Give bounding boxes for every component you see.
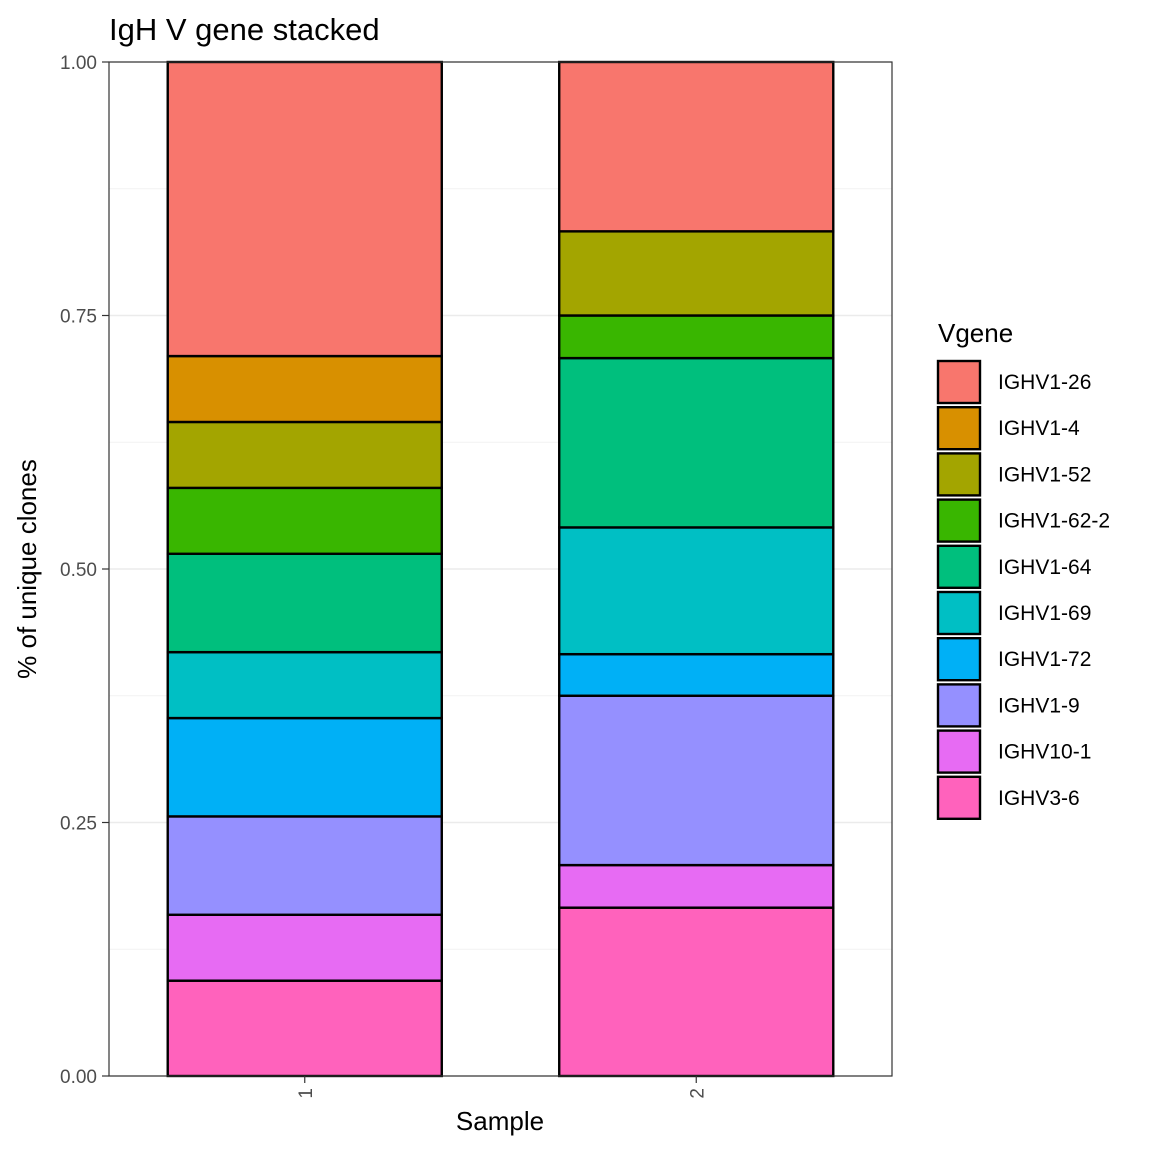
bar-segment-ighv1-62-2-sample-1	[166, 486, 443, 555]
bar-segment-ighv1-64-sample-2	[558, 356, 835, 529]
bar-segment-ighv1-9-sample-1	[166, 815, 443, 916]
legend-key	[936, 683, 982, 728]
y-tick-label: 1.00	[60, 53, 97, 74]
bar-segment-ighv3-6-sample-1	[166, 979, 443, 1078]
legend-label: IGHV1-69	[998, 602, 1091, 625]
legend-key	[936, 637, 982, 682]
x-tick-label: 2	[687, 1088, 708, 1099]
legend-key	[936, 775, 982, 820]
plot-panel	[108, 60, 893, 1078]
bars	[166, 60, 835, 1078]
legend-key	[936, 544, 982, 589]
bar-segment-ighv1-62-2-sample-2	[558, 314, 835, 360]
bar-segment-ighv1-64-sample-1	[166, 552, 443, 654]
legend-key	[936, 498, 982, 543]
bar-segment-ighv1-69-sample-2	[558, 526, 835, 656]
legend-label: IGHV1-72	[998, 648, 1091, 671]
legend-key	[936, 359, 982, 405]
chart-title: IgH V gene stacked	[109, 12, 380, 47]
legend-label: IGHV3-6	[998, 787, 1080, 810]
legend-items: IGHV1-26 IGHV1-4 IGHV1-52 IGHV1-62-2 IGHV1-6…	[936, 359, 1110, 820]
legend-label: IGHV10-1	[998, 741, 1091, 764]
legend-label: IGHV1-62-2	[998, 510, 1110, 533]
legend-label: IGHV1-52	[998, 463, 1091, 486]
y-tick-label: 0.00	[60, 1067, 97, 1088]
bar-segment-ighv1-9-sample-2	[558, 694, 835, 867]
legend-label: IGHV1-4	[998, 417, 1080, 440]
y-axis-label: % of unique clones	[12, 459, 42, 679]
bar-segment-ighv1-26-sample-2	[558, 60, 835, 233]
y-tick-label: 0.50	[60, 560, 97, 581]
x-axis-label: Sample	[456, 1106, 544, 1136]
y-tick-label: 0.75	[60, 307, 97, 328]
legend-label: IGHV1-64	[998, 556, 1092, 579]
bar-segment-ighv1-52-sample-2	[558, 230, 835, 317]
legend-key	[936, 406, 982, 451]
legend-key	[936, 452, 982, 497]
bar-segment-ighv1-26-sample-1	[166, 60, 443, 358]
bar-segment-ighv10-1-sample-2	[558, 863, 835, 909]
legend-key	[936, 729, 982, 774]
bar-segment-ighv1-69-sample-1	[166, 650, 443, 720]
legend-label: IGHV1-26	[998, 371, 1091, 394]
legend: Vgene IGHV1-26IGHV1-4IGHV1-52IGHV1-62-2I…	[936, 318, 1110, 820]
bar-segment-ighv1-52-sample-1	[166, 420, 443, 490]
x-tick-label: 1	[296, 1088, 317, 1099]
bar-segment-ighv1-72-sample-2	[558, 652, 835, 697]
bar-segment-ighv1-72-sample-1	[166, 716, 443, 818]
bar-segment-ighv3-6-sample-2	[558, 906, 835, 1078]
legend-key	[936, 590, 982, 636]
bar-segment-ighv1-4-sample-1	[166, 354, 443, 424]
legend-label: IGHV1-9	[998, 694, 1080, 717]
legend-title: Vgene	[938, 318, 1013, 348]
y-tick-label: 0.25	[60, 814, 97, 835]
bar-segment-ighv10-1-sample-1	[166, 913, 443, 982]
y-axis: 0.00 0.25 0.50 0.75 1.00	[60, 53, 109, 1088]
